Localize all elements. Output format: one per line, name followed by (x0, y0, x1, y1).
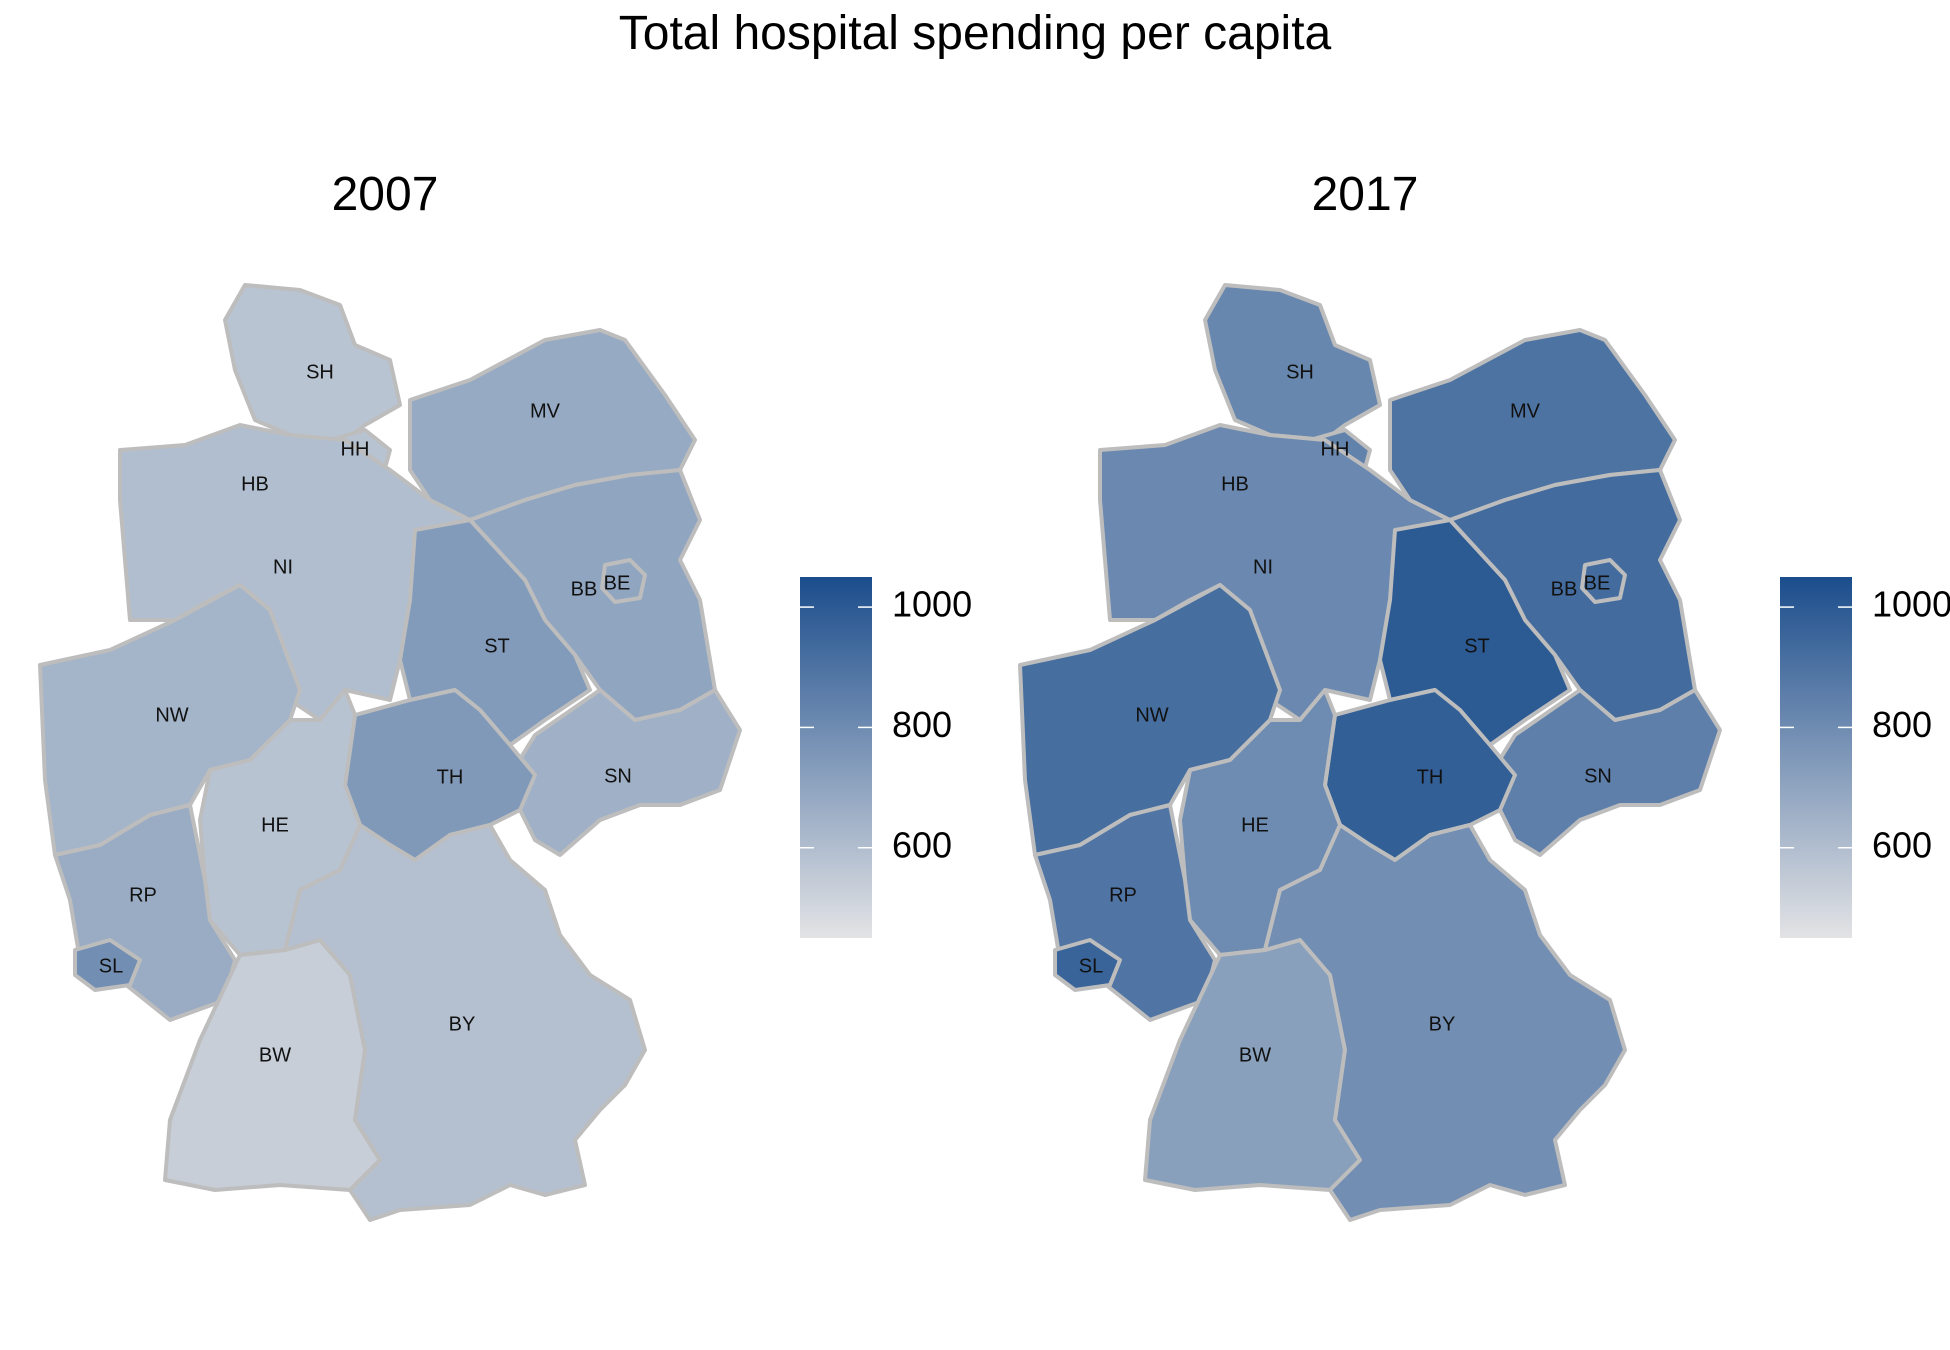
legend-colorbar: 1000 800 600 (800, 577, 972, 938)
state-label-bw: BW (259, 1044, 291, 1066)
state-label-ni: NI (1253, 556, 1273, 578)
state-label-th: TH (437, 766, 464, 788)
state-label-bb: BB (1551, 578, 1578, 600)
state-label-by: BY (449, 1013, 476, 1035)
panel-title: 2017 (1312, 168, 1419, 221)
state-label-by: BY (1429, 1013, 1456, 1035)
state-sh (223, 283, 402, 442)
state-label-th: TH (1417, 766, 1444, 788)
state-sl (73, 938, 142, 992)
state-label-hh: HH (1321, 438, 1350, 460)
legend-tick-label: 600 (892, 824, 952, 865)
chart-title: Total hospital spending per capita (618, 7, 1332, 60)
state-st (1378, 518, 1572, 747)
state-label-st: ST (1464, 635, 1490, 657)
state-label-sh: SH (306, 361, 334, 383)
state-label-sh: SH (1286, 361, 1314, 383)
state-by (1263, 823, 1627, 1222)
legend-gradient-bar (1780, 577, 1852, 938)
state-sl (1053, 938, 1122, 992)
state-label-hh: HH (341, 438, 370, 460)
legend-tick-label: 1000 (892, 584, 972, 625)
state-label-sn: SN (604, 765, 632, 787)
map-panel-2017: 2017 SH HH HB NI MV BB BE ST SN TH NW HE RP SL BW BY 1000… (1018, 168, 1950, 1222)
state-label-be: BE (1584, 572, 1611, 594)
state-label-bw: BW (1239, 1044, 1271, 1066)
state-label-mv: MV (1510, 400, 1541, 422)
state-sn (1488, 688, 1722, 857)
state-label-hb: HB (1221, 473, 1249, 495)
state-label-mv: MV (530, 400, 561, 422)
state-ni (1098, 423, 1452, 722)
state-label-be: BE (604, 572, 631, 594)
state-label-nw: NW (1135, 704, 1168, 726)
state-label-he: HE (261, 814, 289, 836)
legend-tick-label: 600 (1872, 824, 1932, 865)
state-label-he: HE (1241, 814, 1269, 836)
legend-colorbar: 1000 800 600 (1780, 577, 1950, 938)
state-ni (118, 423, 472, 722)
state-label-ni: NI (273, 556, 293, 578)
legend-tick-label: 1000 (1872, 584, 1950, 625)
state-label-sl: SL (99, 955, 123, 977)
state-sh (1203, 283, 1382, 442)
state-label-sn: SN (1584, 765, 1612, 787)
state-label-hb: HB (241, 473, 269, 495)
state-be (600, 558, 647, 604)
state-st (398, 518, 592, 747)
state-label-sl: SL (1079, 955, 1103, 977)
legend-gradient-bar (800, 577, 872, 938)
state-label-nw: NW (155, 704, 188, 726)
state-be (1580, 558, 1627, 604)
panel-title: 2007 (332, 168, 439, 221)
state-by (283, 823, 647, 1222)
map-panel-2007: 2007 SH HH HB NI MV BB BE ST SN TH NW HE RP SL BW BY 1000… (38, 168, 972, 1222)
legend-tick-label: 800 (892, 704, 952, 745)
state-label-rp: RP (129, 884, 157, 906)
state-label-st: ST (484, 635, 510, 657)
legend-tick-label: 800 (1872, 704, 1932, 745)
state-sn (508, 688, 742, 857)
state-label-rp: RP (1109, 884, 1137, 906)
state-label-bb: BB (571, 578, 598, 600)
